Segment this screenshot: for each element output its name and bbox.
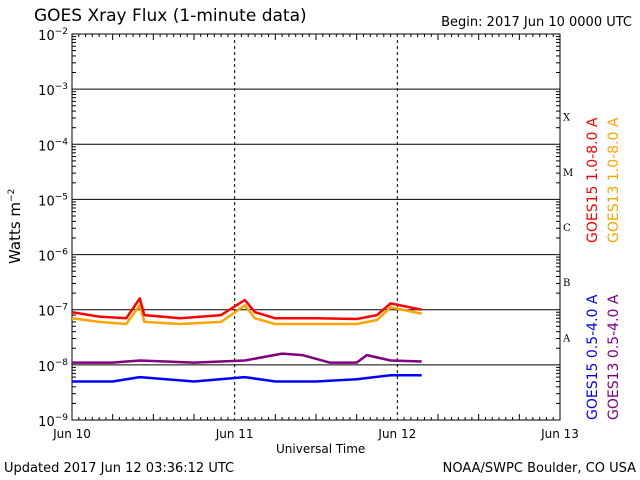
flare-class-label: M xyxy=(563,168,573,179)
x-tick-label: Jun 12 xyxy=(377,427,416,441)
flare-class-label: X xyxy=(563,113,571,124)
legend-goes13-long: GOES13 1.0-8.0 A xyxy=(606,117,622,243)
x-axis-label: Universal Time xyxy=(276,442,366,456)
x-tick-label: Jun 10 xyxy=(52,427,91,441)
x-tick-label: Jun 13 xyxy=(540,427,579,441)
chart-title: GOES Xray Flux (1-minute data) xyxy=(34,6,307,26)
legend-goes15-short: GOES15 0.5-4.0 A xyxy=(585,294,601,420)
y-tick-label: 10−5 xyxy=(38,192,68,209)
y-tick-label: 10−4 xyxy=(38,137,68,154)
flare-class-label: C xyxy=(563,223,571,234)
y-tick-label: 10−7 xyxy=(38,303,68,320)
plot-frame xyxy=(71,33,561,421)
legend-goes15-long: GOES15 1.0-8.0 A xyxy=(585,117,601,243)
y-tick-label: 10−3 xyxy=(38,82,68,99)
y-tick-label: 10−6 xyxy=(38,248,68,265)
y-tick-label: 10−8 xyxy=(38,358,68,375)
series-line-goes13-1-0-8-0-a xyxy=(71,304,422,326)
series-line-goes15-0-5-4-0-a xyxy=(72,373,422,383)
begin-time: Begin: 2017 Jun 10 0000 UTC xyxy=(441,15,632,30)
series-line-goes15-1-0-8-0-a xyxy=(71,297,422,321)
x-tick-label: Jun 11 xyxy=(215,427,254,441)
flare-class-label: A xyxy=(562,333,571,344)
y-tick-label: 10−2 xyxy=(38,27,68,44)
series-line-goes13-0-5-4-0-a xyxy=(72,352,422,364)
legend-goes13-short: GOES13 0.5-4.0 A xyxy=(606,294,622,420)
credit-text: NOAA/SWPC Boulder, CO USA xyxy=(442,461,636,476)
flare-class-label: B xyxy=(563,278,570,289)
y-axis-label: Watts m−2 xyxy=(6,188,24,264)
updated-timestamp: Updated 2017 Jun 12 03:36:12 UTC xyxy=(4,461,235,476)
